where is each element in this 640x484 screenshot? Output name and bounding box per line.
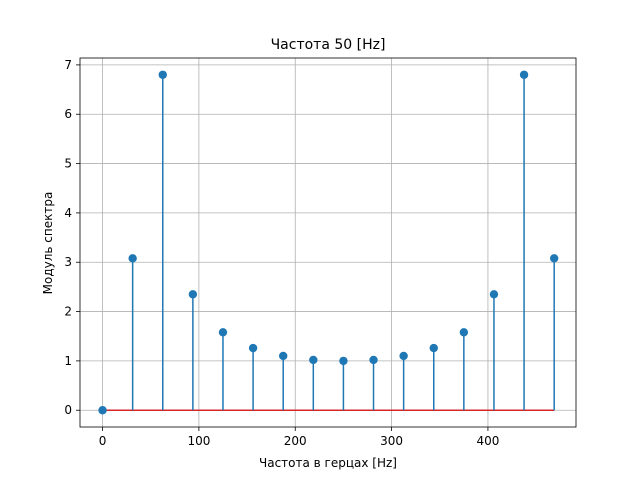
stem-markers	[98, 70, 559, 415]
stem-marker-5	[248, 343, 258, 353]
x-tick-label-200: 200	[284, 434, 307, 448]
x-tick-label-100: 100	[187, 434, 210, 448]
stem-marker-13	[489, 290, 499, 299]
axes-frame	[79, 57, 577, 428]
stem-marker-9	[369, 355, 378, 365]
x-axis-label: Частота в герцах [Hz]	[259, 456, 397, 470]
y-tick-label-4: 4	[64, 206, 72, 220]
y-axis-label: Модуль спектра	[41, 192, 55, 295]
stem-marker-4	[218, 328, 228, 337]
x-tick-label-300: 300	[380, 434, 403, 448]
stem-marker-11	[429, 343, 438, 353]
y-tick-label-2: 2	[64, 305, 72, 319]
y-tick-label-1: 1	[64, 354, 72, 368]
stem-marker-3	[188, 290, 198, 299]
stem-marker-15	[549, 254, 559, 263]
stem-marker-12	[459, 328, 469, 337]
grid-lines	[80, 58, 576, 427]
chart-title: Частота 50 [Hz]	[271, 37, 386, 53]
stem-marker-8	[339, 356, 348, 366]
stem-marker-7	[309, 355, 318, 365]
x-tick-label-0: 0	[99, 434, 107, 448]
x-axis-ticks: 0 100 200 300 400	[99, 427, 499, 448]
stem-marker-6	[278, 351, 288, 361]
stem-marker-1	[128, 254, 137, 263]
stem-marker-2	[158, 70, 167, 79]
stem-lines	[131, 74, 555, 411]
y-tick-label-7: 7	[64, 58, 72, 72]
stem-marker-0	[98, 406, 107, 415]
y-axis-ticks: 0 1 2 3 4 5 6 7	[64, 58, 80, 417]
axes-rect	[79, 57, 577, 428]
stem-marker-14	[519, 70, 529, 79]
x-tick-label-400: 400	[476, 434, 499, 448]
y-tick-label-5: 5	[64, 157, 72, 171]
y-tick-label-6: 6	[64, 107, 72, 121]
stem-marker-10	[399, 351, 408, 361]
y-tick-label-0: 0	[64, 403, 72, 417]
y-tick-label-3: 3	[64, 255, 72, 269]
